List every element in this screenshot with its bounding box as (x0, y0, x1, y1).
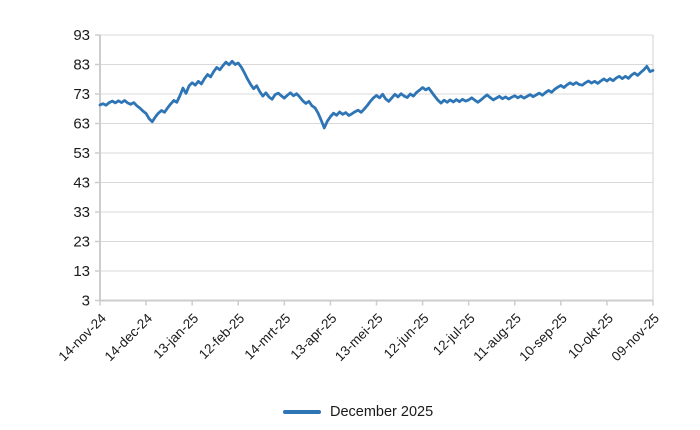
x-axis-tick-label: 13-jan-25 (150, 311, 201, 362)
legend: December 2025 (283, 402, 433, 422)
y-axis-tick-label: 3 (82, 293, 90, 310)
x-axis-tick-label: 14-dec-24 (102, 310, 156, 364)
x-axis-tick-label: 13-apr-25 (288, 311, 340, 363)
y-axis-tick-label: 83 (73, 57, 90, 74)
y-axis-tick-label: 73 (73, 86, 90, 103)
legend-label: December 2025 (330, 404, 434, 420)
x-axis-tick-label: 10-sep-25 (516, 311, 570, 365)
y-axis-tick-label: 13 (73, 263, 90, 280)
y-axis-tick-label: 53 (73, 145, 90, 162)
x-axis-tick-label: 09-nov-25 (609, 311, 663, 365)
x-axis-tick-label: 14-mrt-25 (241, 311, 293, 363)
y-axis-tick-label: 43 (73, 175, 90, 192)
x-axis-tick-label: 12-jul-25 (430, 311, 478, 359)
y-axis-tick-label: 33 (73, 204, 90, 221)
x-axis-tick-label: 12-feb-25 (196, 311, 247, 362)
x-axis-tick-label: 12-jun-25 (381, 311, 432, 362)
y-axis-tick-label: 23 (73, 234, 90, 251)
y-axis-tick-label: 93 (73, 27, 90, 44)
x-axis-tick-label: 13-mei-25 (332, 311, 386, 365)
y-axis-tick-label: 63 (73, 116, 90, 133)
series-line-december-2025 (98, 59, 655, 130)
x-axis-tick-label: 14-nov-24 (56, 310, 110, 364)
legend-line-sample (283, 410, 321, 414)
line-chart-canvas: 313233343536373839314-nov-2414-dec-2413-… (56, 27, 663, 365)
x-axis-tick-label: 11-aug-25 (470, 311, 523, 364)
